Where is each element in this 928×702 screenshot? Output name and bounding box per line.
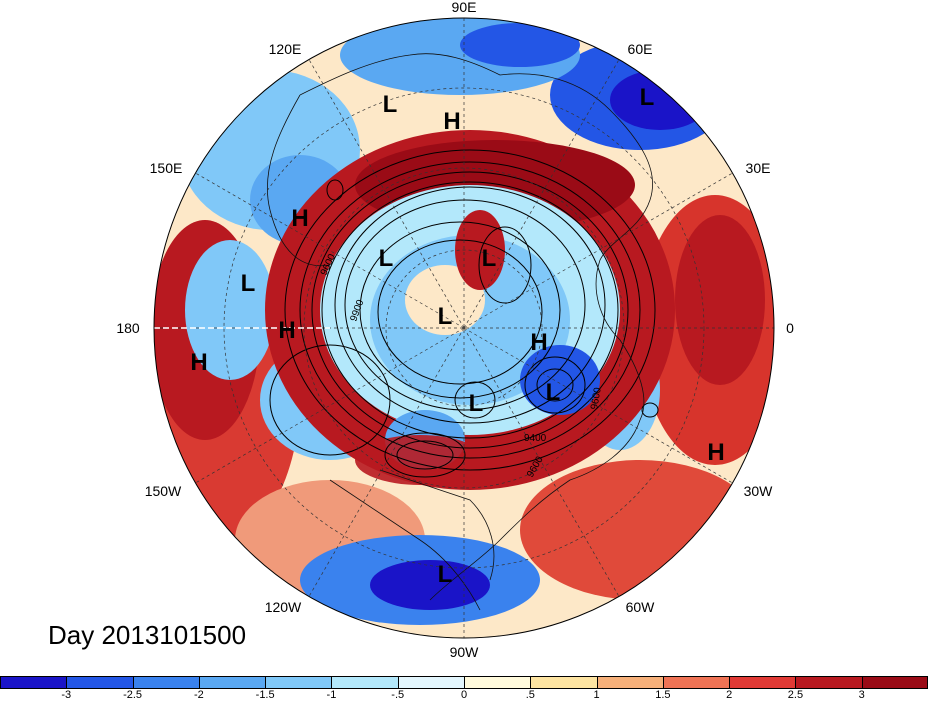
lon-label-150W: 150W	[145, 483, 182, 499]
colorbar-segment	[662, 676, 730, 689]
colorbar-segment	[530, 676, 598, 689]
colorbar-tick-label: 2.5	[787, 689, 804, 701]
colorbar-segment	[66, 676, 134, 689]
colorbar-segment	[397, 676, 465, 689]
pressure-center-low: L	[640, 84, 655, 111]
pressure-center-low: L	[438, 303, 453, 330]
lon-label-90W: 90W	[450, 644, 480, 660]
map-title: Day 2013101500	[48, 620, 247, 650]
colorbar	[0, 676, 928, 689]
colorbar-segment	[331, 676, 399, 689]
colorbar-tick-mark	[530, 676, 532, 689]
lon-label-60W: 60W	[626, 599, 656, 615]
contour-label: 9400	[524, 433, 547, 444]
pressure-center-low: L	[469, 390, 484, 417]
colorbar-tick-mark	[464, 676, 465, 689]
lon-label-60E: 60E	[628, 41, 653, 57]
height-contours	[269, 149, 659, 478]
pressure-center-low: L	[241, 270, 256, 297]
colorbar-tick-mark	[861, 676, 863, 689]
colorbar-tick-mark	[331, 676, 333, 689]
pressure-center-low: L	[379, 245, 394, 272]
pressure-center-high: H	[291, 205, 308, 232]
contour-label: 9600	[589, 386, 604, 410]
colorbar-segment	[861, 676, 928, 689]
colorbar-segment	[265, 676, 332, 689]
colorbar-tick-mark	[265, 676, 267, 689]
colorbar-tick-mark	[132, 676, 134, 689]
colorbar-tick-mark	[397, 676, 399, 689]
pressure-center-low: L	[482, 245, 497, 272]
colorbar-tick-mark	[198, 676, 200, 689]
colorbar-tick-label: -2	[193, 689, 204, 701]
lon-label-180: 180	[116, 320, 140, 336]
pressure-center-high: H	[190, 349, 207, 376]
colorbar-tick-label: .5	[525, 689, 535, 701]
colorbar-tick-label: 3	[858, 689, 865, 701]
colorbar-tick-mark	[596, 676, 598, 689]
colorbar-segment	[596, 676, 664, 689]
colorbar-segment	[132, 676, 200, 689]
pressure-center-high: H	[707, 439, 724, 466]
lon-label-120W: 120W	[265, 599, 302, 615]
colorbar-tick-label: -2.5	[123, 689, 143, 701]
colorbar-tick-label: -3	[61, 689, 72, 701]
colorbar-tick-label: 1	[593, 689, 600, 701]
colorbar-tick-label: 1.5	[655, 689, 671, 701]
lon-label-90E: 90E	[452, 0, 477, 15]
lon-label-30E: 30E	[746, 160, 771, 176]
colorbar-segment	[198, 676, 266, 689]
colorbar-tick-label: -.5	[391, 689, 405, 701]
pressure-center-high: H	[278, 317, 295, 344]
map-border	[153, 17, 775, 639]
pressure-center-high: H	[443, 108, 460, 135]
coastlines	[266, 53, 653, 611]
colorbar-segment	[795, 676, 863, 689]
colorbar-tick-mark	[729, 676, 731, 689]
pressure-centers: L H L H L L H L H H L L L H L	[190, 84, 724, 588]
longitude-labels: 90E 60E 30E 0 30W 60W 90W 120W 150W 180 …	[116, 0, 794, 660]
colorbar-segment	[0, 676, 67, 689]
colorbar-tick-label: -1.5	[255, 689, 275, 701]
colorbar-tick-label: 0	[460, 689, 468, 701]
graticule	[154, 18, 774, 638]
colorbar-segment	[729, 676, 796, 689]
pressure-center-low: L	[546, 379, 561, 406]
lon-label-0: 0	[786, 320, 794, 336]
lon-label-150E: 150E	[150, 160, 183, 176]
colorbar-tick-mark	[662, 676, 664, 689]
colorbar-tick-label: -1	[326, 689, 337, 701]
lon-label-30W: 30W	[744, 483, 774, 499]
pressure-center-high: H	[530, 329, 547, 356]
colorbar-tick-label: 2	[726, 689, 733, 701]
pressure-center-low: L	[438, 561, 453, 588]
colorbar-segment	[464, 676, 531, 689]
colorbar-tick-mark	[795, 676, 797, 689]
pressure-center-low: L	[383, 91, 398, 118]
lon-label-120E: 120E	[269, 41, 302, 57]
colorbar-tick-mark	[66, 676, 68, 689]
